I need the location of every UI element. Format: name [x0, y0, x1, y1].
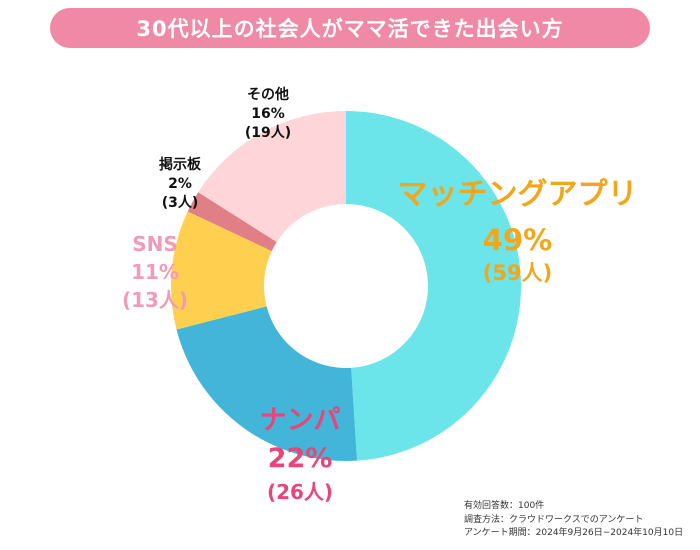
slice-sns — [171, 211, 272, 330]
footnote-method: 調査方法：クラウドワークスでのアンケート — [464, 514, 644, 525]
label-other-name: その他 — [247, 87, 289, 103]
label-other: その他 16% (19人) — [230, 86, 306, 143]
label-sns: SNS 11% (13人) — [110, 230, 200, 314]
slice-other — [198, 110, 346, 243]
label-other-percent: 16% — [251, 105, 285, 122]
label-sns-count: (13人) — [121, 288, 189, 312]
footnote-period: アンケート期間：2024年9月26日−2024年10月10日 — [464, 528, 684, 538]
slice-board — [187, 192, 277, 252]
label-sns-name: SNS — [132, 232, 178, 256]
label-board-name: 掲示板 — [159, 157, 201, 173]
slice-app — [346, 111, 521, 461]
label-nanpa-count: (26人) — [266, 479, 334, 504]
label-sns-percent: 11% — [131, 260, 179, 284]
chart-title: 30代以上の社会人がママ活できた出会い方 — [136, 17, 564, 41]
label-other-count: (19人) — [244, 124, 292, 141]
title-banner: 30代以上の社会人がママ活できた出会い方 — [50, 8, 650, 48]
label-matching-app-name: マッチングアプリ — [397, 177, 638, 212]
label-board-percent: 2% — [168, 175, 192, 192]
label-nanpa-name: ナンパ — [259, 405, 341, 436]
label-matching-app-count: (59人) — [482, 260, 553, 285]
label-matching-app-percent: 49% — [482, 222, 553, 257]
label-board-count: (3人) — [161, 194, 199, 211]
label-matching-app: マッチングアプリ 49% (59人) — [395, 176, 640, 286]
survey-footnote: 有効回答数：100件 調査方法：クラウドワークスでのアンケート アンケート期間：… — [464, 500, 696, 541]
label-nanpa-percent: 22% — [267, 442, 333, 474]
slice-nanpa — [176, 306, 357, 461]
label-nanpa: ナンパ 22% (26人) — [230, 404, 370, 505]
footnote-respondents: 有効回答数：100件 — [464, 501, 545, 511]
label-board: 掲示板 2% (3人) — [148, 156, 212, 213]
